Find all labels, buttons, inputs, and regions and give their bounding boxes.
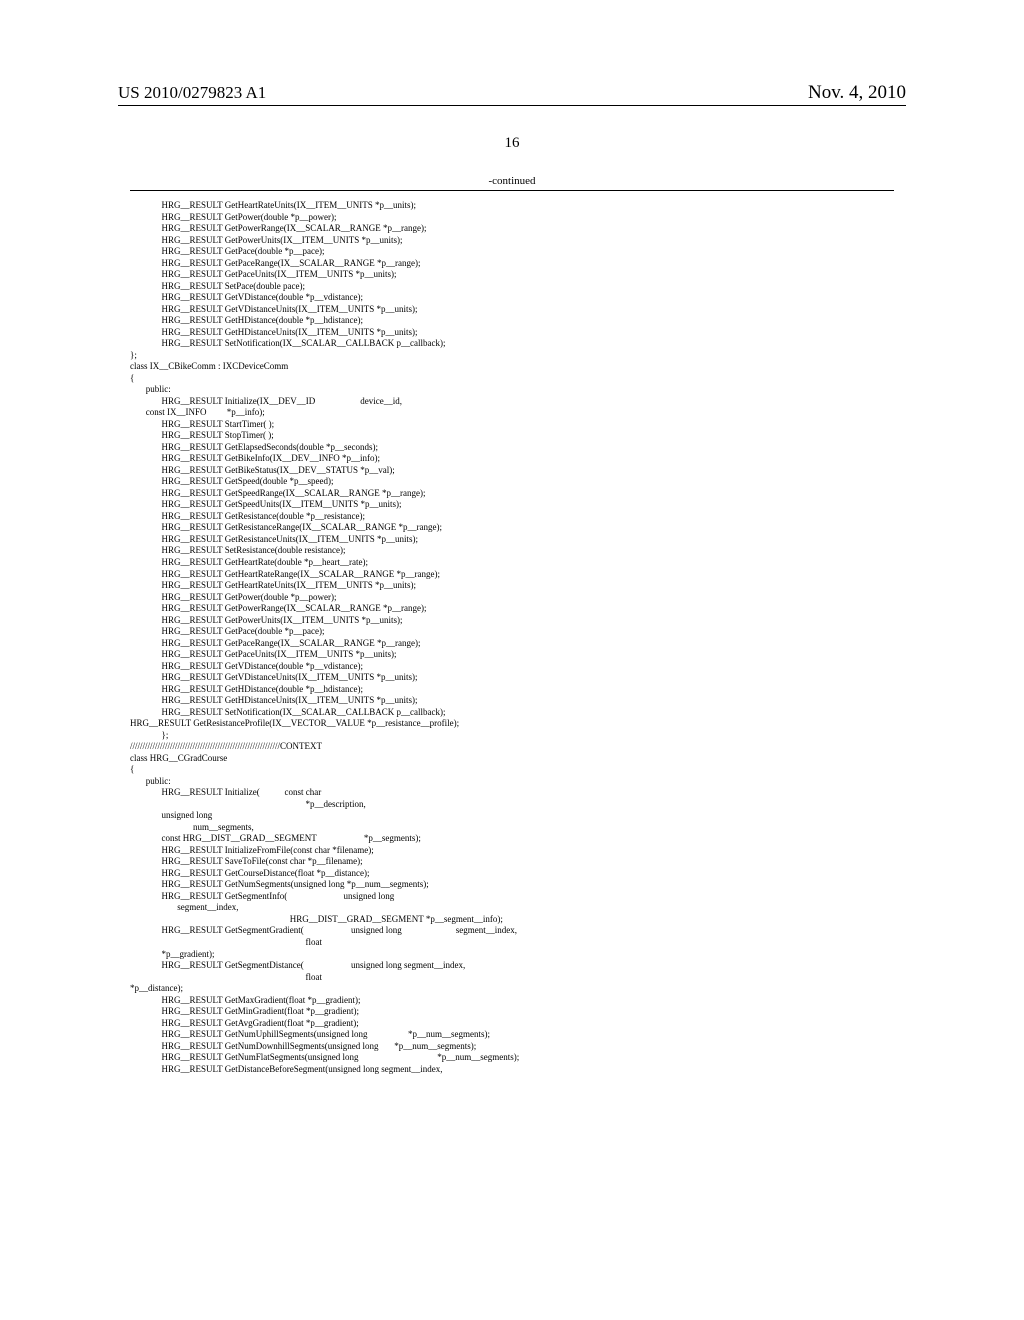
page-header: US 2010/0279823 A1 Nov. 4, 2010 (0, 82, 1024, 104)
publication-number: US 2010/0279823 A1 (118, 83, 266, 103)
publication-date: Nov. 4, 2010 (808, 82, 906, 104)
code-listing: HRG__RESULT GetHeartRateUnits(IX__ITEM__… (130, 200, 894, 1075)
code-rule-top (130, 190, 894, 191)
header-rule (118, 105, 906, 106)
page-number: 16 (0, 135, 1024, 152)
continued-label: -continued (0, 175, 1024, 187)
